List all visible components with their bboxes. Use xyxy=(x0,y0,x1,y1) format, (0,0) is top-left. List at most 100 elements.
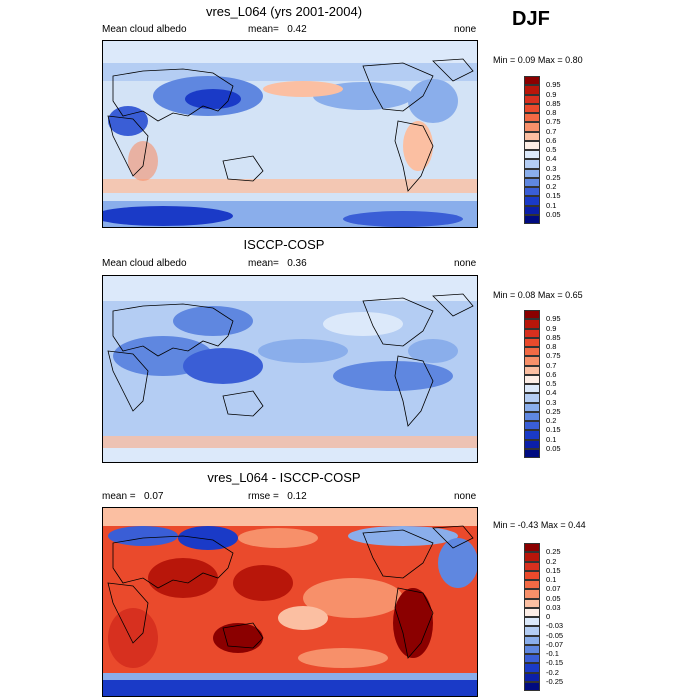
colorbar-swatch xyxy=(524,347,540,357)
colorbar-label: 0 xyxy=(546,612,551,621)
colorbar-label: 0.03 xyxy=(546,602,561,612)
colorbar-swatch xyxy=(524,626,540,636)
colorbar-swatch xyxy=(524,430,540,440)
panel1-title: vres_L064 (yrs 2001-2004) xyxy=(205,4,363,19)
colorbar-swatch xyxy=(524,356,540,366)
colorbar-label: 0.05 xyxy=(546,209,561,219)
panel1-min-text: Min = xyxy=(493,55,516,65)
colorbar-label: 0.75 xyxy=(546,117,561,127)
colorbar-label: 0.9 xyxy=(546,323,557,333)
panel3-rmse-value: 0.12 xyxy=(287,491,307,502)
colorbar-label: 0.6 xyxy=(546,369,557,379)
colorbar-swatch xyxy=(524,214,540,224)
colorbar-label: -0.2 xyxy=(546,667,559,677)
colorbar-label: 0.25 xyxy=(546,547,561,557)
panel1-colorbar: 0.95 0.9 0.85 0.8 0.75 0.7 0.6 0.5 0.4 0.3 0.25 0.2… xyxy=(524,76,561,224)
panel1-minmax: Min = 0.09 Max = 0.80 xyxy=(493,55,583,65)
colorbar-label: 0.25 xyxy=(546,406,561,416)
colorbar-label: 0.4 xyxy=(546,154,557,164)
colorbar-label: -0.03 xyxy=(546,621,564,631)
colorbar-label: 0.15 xyxy=(546,425,561,435)
colorbar-swatch xyxy=(524,384,540,394)
panel3-rmse-label: rmse = 0.12 xyxy=(248,491,307,502)
panel3-rmse-text: rmse = xyxy=(248,491,279,502)
panel3-max-value: 0.44 xyxy=(568,520,586,530)
panel3-mean-text: mean = xyxy=(102,491,136,502)
panel1-units-label: none xyxy=(454,24,477,35)
colorbar-swatch xyxy=(524,168,540,178)
colorbar-swatch xyxy=(524,393,540,403)
colorbar-label: 0.1 xyxy=(546,434,557,444)
panel2-mean-value: 0.36 xyxy=(287,258,307,269)
panel2-minmax: Min = 0.08 Max = 0.65 xyxy=(493,290,583,300)
panel2-units-label: none xyxy=(454,258,477,269)
colorbar-label: 0.4 xyxy=(546,388,557,398)
colorbar-label: 0.07 xyxy=(546,584,561,594)
panel2-title: ISCCP-COSP xyxy=(243,237,325,252)
panel2-mean-text: mean= xyxy=(248,258,279,269)
panel3-minmax: Min = -0.43 Max = 0.44 xyxy=(493,520,586,530)
colorbar-swatch xyxy=(524,617,540,627)
colorbar-swatch xyxy=(524,196,540,206)
panel2-map-svg xyxy=(103,276,477,462)
colorbar-swatch xyxy=(524,150,540,160)
panel1-max-text: Max = xyxy=(537,55,563,65)
colorbar-swatch xyxy=(524,421,540,431)
colorbar-label: 0.15 xyxy=(546,191,561,201)
colorbar-label: 0.2 xyxy=(546,416,557,425)
colorbar-swatch xyxy=(524,681,540,691)
colorbar-label: 0.25 xyxy=(546,172,561,182)
panel3-mean-label: mean = 0.07 xyxy=(102,491,163,502)
panel1-mean-value: 0.42 xyxy=(287,24,307,35)
colorbar-swatch xyxy=(524,94,540,104)
colorbar-label: -0.1 xyxy=(546,649,559,658)
colorbar-swatch xyxy=(524,374,540,384)
colorbar-swatch xyxy=(524,337,540,347)
colorbar-swatch xyxy=(524,439,540,449)
colorbar-swatch xyxy=(524,635,540,645)
panel1-max-value: 0.80 xyxy=(565,55,583,65)
colorbar-swatch xyxy=(524,205,540,215)
colorbar-label: 0.2 xyxy=(546,556,557,566)
colorbar-label: 0.1 xyxy=(546,200,557,210)
panel1-mean-label: mean= 0.42 xyxy=(248,24,307,35)
colorbar-swatch xyxy=(524,365,540,375)
panel3-max-text: Max = xyxy=(540,520,566,530)
colorbar-label: 0.2 xyxy=(546,182,557,191)
colorbar-label: 0.1 xyxy=(546,575,557,584)
panel1-variable-label: Mean cloud albedo xyxy=(102,24,187,35)
colorbar-label: 0.9 xyxy=(546,89,557,99)
colorbar-swatch xyxy=(524,552,540,562)
colorbar-swatch xyxy=(524,328,540,338)
panel3-min-value: -0.43 xyxy=(517,520,539,530)
colorbar-swatch xyxy=(524,561,540,571)
colorbar-swatch xyxy=(524,411,540,421)
colorbar-label: 0.8 xyxy=(546,342,557,351)
colorbar-swatch xyxy=(524,663,540,673)
colorbar-label: 0.05 xyxy=(546,443,561,453)
colorbar-swatch xyxy=(524,140,540,150)
colorbar-label: 0.3 xyxy=(546,163,557,173)
panel3-min-text: Min = xyxy=(493,520,516,530)
panel3-units-label: none xyxy=(454,491,477,502)
colorbar-label: 0.3 xyxy=(546,397,557,407)
panel2-colorbar: 0.95 0.9 0.85 0.8 0.75 0.7 0.6 0.5 0.4 0.3 0.25 0.2… xyxy=(524,310,561,458)
colorbar-swatch xyxy=(524,402,540,412)
colorbar-label: 0.95 xyxy=(546,80,561,90)
colorbar-label: -0.25 xyxy=(546,676,564,686)
panel1-map-svg xyxy=(103,41,477,227)
colorbar-label: 0.5 xyxy=(546,145,557,154)
colorbar-swatch xyxy=(524,580,540,590)
colorbar-label: 0.95 xyxy=(546,314,561,324)
panel3-map xyxy=(102,507,478,697)
colorbar-label: 0.5 xyxy=(546,379,557,388)
colorbar-label: -0.15 xyxy=(546,658,564,668)
colorbar-label: -0.07 xyxy=(546,639,564,649)
colorbar-swatch xyxy=(524,589,540,599)
colorbar-swatch xyxy=(524,131,540,141)
panel3-map-svg xyxy=(103,508,477,696)
colorbar-swatch xyxy=(524,543,540,553)
panel3-mean-value: 0.07 xyxy=(143,491,164,502)
panel3-title: vres_L064 - ISCCP-COSP xyxy=(207,470,361,485)
panel3-colorbar: 0.25 0.2 0.15 0.1 0.07 0.05 0.03 0 -0.03 -0.05 -0.… xyxy=(524,543,563,691)
